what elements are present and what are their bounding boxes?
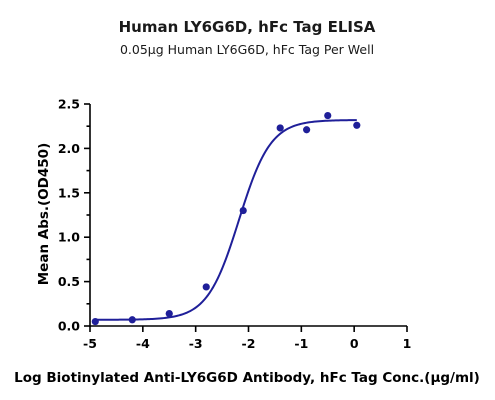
x-tick-label: -3 xyxy=(189,336,203,351)
data-point xyxy=(165,309,173,318)
y-tick-label: 0.5 xyxy=(58,274,80,289)
y-tick-label: 0.0 xyxy=(58,319,80,334)
fit-curve xyxy=(95,119,357,321)
data-point xyxy=(239,206,247,215)
data-point xyxy=(202,283,210,291)
y-tick-label: 2.0 xyxy=(58,141,80,156)
plot-area: 0.0 0.5 1.0 1.5 2.0 2.5 -5 -4 -3 -2 -1 0 1 xyxy=(58,97,412,352)
x-tick-label: -1 xyxy=(294,336,308,351)
y-tick-label: 2.5 xyxy=(58,97,80,112)
data-point xyxy=(91,317,99,326)
y-axis-label: Mean Abs.(OD450) xyxy=(36,143,52,286)
y-tick-label: 1.0 xyxy=(58,230,80,245)
data-point xyxy=(353,121,361,129)
chart-title: Human LY6G6D, hFc Tag ELISA xyxy=(119,18,376,36)
chart-subtitle: 0.05μg Human LY6G6D, hFc Tag Per Well xyxy=(120,42,374,57)
x-tick-label: -4 xyxy=(136,336,150,351)
data-point xyxy=(128,316,136,324)
data-point xyxy=(276,124,284,132)
x-tick-label: -5 xyxy=(83,336,97,351)
x-tick-label: 1 xyxy=(403,336,412,351)
data-point xyxy=(303,126,311,134)
y-tick-label: 1.5 xyxy=(58,185,80,200)
x-axis-label: Log Biotinylated Anti-LY6G6D Antibody, h… xyxy=(14,370,480,386)
data-point xyxy=(324,111,332,120)
x-tick-label: -2 xyxy=(242,336,256,351)
x-tick-label: 0 xyxy=(350,336,359,351)
